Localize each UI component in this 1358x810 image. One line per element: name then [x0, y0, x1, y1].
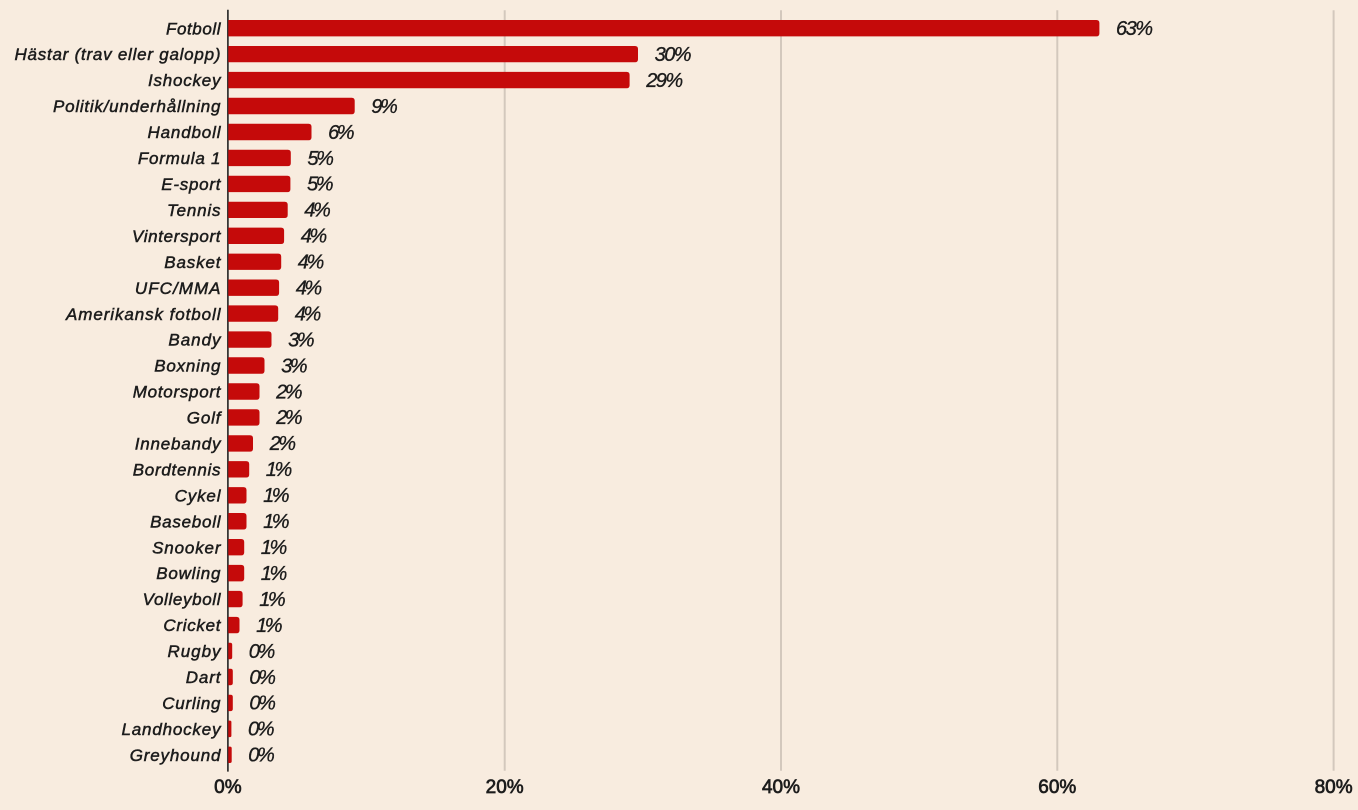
svg-text:Dart: Dart [186, 668, 222, 687]
svg-text:1%: 1% [259, 589, 286, 611]
svg-text:4%: 4% [304, 200, 331, 222]
svg-text:0%: 0% [214, 777, 242, 798]
svg-text:4%: 4% [301, 226, 328, 248]
svg-text:1%: 1% [256, 615, 283, 637]
svg-text:80%: 80% [1315, 777, 1353, 798]
svg-text:63%: 63% [1116, 18, 1153, 40]
svg-text:1%: 1% [261, 537, 288, 559]
svg-text:3%: 3% [288, 329, 315, 351]
svg-text:Curling: Curling [162, 694, 221, 713]
svg-text:Fotboll: Fotboll [166, 19, 222, 38]
svg-text:Basket: Basket [164, 253, 221, 272]
svg-text:Motorsport: Motorsport [133, 383, 222, 402]
svg-text:Baseboll: Baseboll [150, 512, 222, 531]
svg-text:2%: 2% [275, 381, 303, 403]
svg-text:Golf: Golf [187, 409, 223, 428]
svg-text:4%: 4% [298, 252, 325, 274]
svg-text:30%: 30% [655, 44, 692, 66]
svg-text:20%: 20% [486, 777, 524, 798]
svg-text:UFC/MMA: UFC/MMA [135, 279, 221, 298]
svg-text:Bordtennis: Bordtennis [133, 460, 221, 479]
svg-text:6%: 6% [328, 122, 355, 144]
svg-text:29%: 29% [645, 70, 683, 92]
svg-text:5%: 5% [307, 148, 334, 170]
svg-text:1%: 1% [266, 459, 293, 481]
svg-text:1%: 1% [263, 511, 290, 533]
svg-text:Greyhound: Greyhound [130, 746, 221, 765]
svg-text:Handboll: Handboll [148, 123, 222, 142]
svg-text:Snooker: Snooker [152, 538, 222, 557]
svg-text:2%: 2% [269, 433, 297, 455]
svg-text:1%: 1% [261, 563, 288, 585]
svg-text:Rugby: Rugby [168, 642, 223, 661]
svg-text:Boxning: Boxning [154, 357, 221, 376]
svg-text:Ishockey: Ishockey [148, 71, 222, 90]
svg-text:0%: 0% [249, 693, 276, 715]
svg-text:2%: 2% [275, 407, 303, 429]
svg-text:1%: 1% [263, 485, 290, 507]
svg-text:Innebandy: Innebandy [135, 435, 222, 454]
svg-text:0%: 0% [248, 719, 275, 741]
svg-text:9%: 9% [371, 96, 398, 118]
svg-text:40%: 40% [762, 777, 800, 798]
svg-text:Cykel: Cykel [175, 486, 222, 505]
svg-text:0%: 0% [249, 641, 275, 663]
svg-text:Cricket: Cricket [163, 616, 221, 635]
svg-text:E-sport: E-sport [161, 175, 221, 194]
svg-text:Landhockey: Landhockey [122, 720, 223, 739]
svg-text:Hästar (trav eller galopp): Hästar (trav eller galopp) [15, 45, 221, 64]
svg-text:60%: 60% [1038, 777, 1076, 798]
svg-text:0%: 0% [249, 667, 276, 689]
svg-text:Bowling: Bowling [156, 564, 221, 583]
svg-text:Volleyboll: Volleyboll [143, 590, 222, 609]
svg-text:4%: 4% [295, 303, 322, 325]
svg-text:4%: 4% [296, 278, 323, 300]
svg-text:Formula 1: Formula 1 [138, 149, 221, 168]
svg-text:0%: 0% [248, 745, 274, 767]
svg-text:5%: 5% [307, 174, 334, 196]
svg-text:Bandy: Bandy [168, 331, 222, 350]
svg-text:Tennis: Tennis [167, 201, 221, 220]
svg-text:3%: 3% [281, 355, 308, 377]
svg-text:Amerikansk fotboll: Amerikansk fotboll [65, 305, 222, 324]
svg-text:Politik/underhållning: Politik/underhållning [53, 97, 221, 116]
svg-text:Vintersport: Vintersport [132, 227, 222, 246]
